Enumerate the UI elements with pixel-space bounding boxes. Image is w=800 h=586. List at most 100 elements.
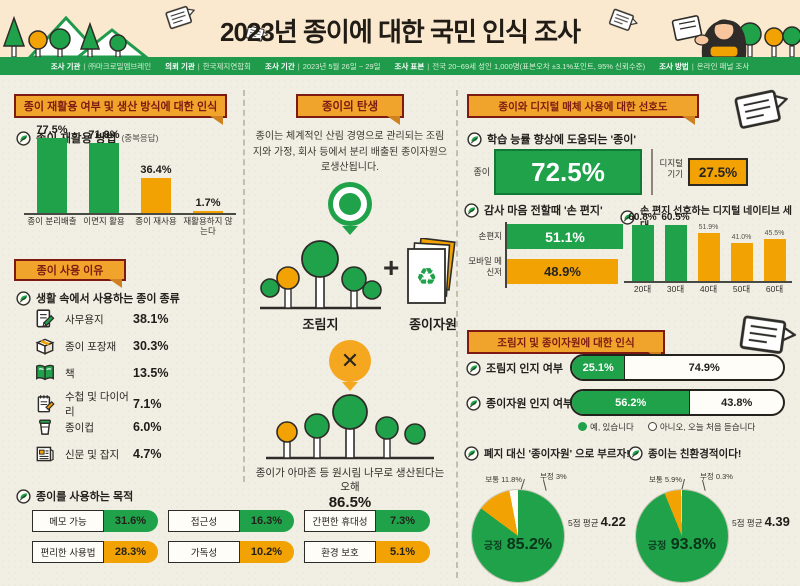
axis-label: 20대	[633, 284, 652, 294]
pie2-average: 5점 평균 4.39	[732, 514, 790, 529]
page-title: 2023년 종이에 대한 국민 인식 조사	[220, 17, 581, 47]
axis-label: 종이 분리배출	[27, 216, 77, 226]
survey-meta: 조사 기관 | ㈜마크로밀엠브레인 의뢰 기관 | 한국제지연합회 조사 기간 | 2023년 …	[44, 61, 756, 72]
usage-item: 책 13.5%	[34, 362, 168, 384]
legend-yes: 예, 있습니다	[578, 421, 634, 433]
leaf-icon	[628, 446, 643, 461]
leaf-icon	[16, 489, 31, 504]
x-axis	[24, 213, 236, 215]
purpose-pill: 편리한 사용법 28.3%	[32, 541, 158, 563]
pie1-mid-callout: 보통 11.8%	[485, 475, 522, 484]
bar	[631, 225, 654, 281]
bar-group: 77.5%	[26, 124, 78, 213]
mobile-bar-label: 모바일 메신저	[468, 256, 502, 277]
section-title-birth: 종이의 탄생	[296, 94, 404, 125]
purpose-pill: 메모 가능 31.6%	[32, 510, 158, 532]
bar	[89, 143, 119, 213]
book-icon	[36, 364, 54, 381]
paper-resource-label: 종이자원	[409, 317, 457, 332]
plantation-trees-illustration	[260, 240, 382, 310]
purpose-pill: 간편한 휴대성 7.3%	[304, 510, 430, 532]
axis-label: 종이 재사용	[135, 216, 177, 226]
bar-group: 41.0%	[725, 234, 758, 281]
mobile-bar: 48.9%	[507, 259, 618, 284]
newspaper-icon	[36, 446, 54, 462]
axis-label: 이면지 활용	[83, 216, 125, 226]
axis-label: 30대	[666, 284, 685, 294]
generation-bar-chart: 60.8% 60.5% 51.9% 41.0% 45.5%	[626, 212, 791, 281]
bar	[141, 177, 171, 213]
bar	[664, 225, 687, 281]
purpose-pill: 가독성 10.2%	[168, 541, 294, 563]
bar-group: 36.4%	[130, 164, 182, 213]
pie1-average: 5점 평균 4.22	[568, 514, 626, 529]
column-divider	[456, 90, 458, 578]
usage-item: 신문 및 잡지 4.7%	[34, 443, 162, 465]
plantation-label: 조림지	[302, 317, 339, 332]
pie1-positive-label: 긍정 85.2%	[483, 536, 553, 553]
section-title-usage: 종이 사용 이유	[14, 259, 126, 288]
meta-item: 조사 기간 | 2023년 5월 26일 ~ 29일	[265, 61, 381, 71]
letter-bar-label: 손편지	[478, 231, 502, 241]
x-pin-icon: ✕	[329, 340, 371, 391]
myth-value: 86.5%	[328, 494, 372, 511]
pie1-chart	[472, 490, 564, 582]
paper-note-icon	[731, 79, 793, 135]
awareness-legend: 예, 있습니다 아니오, 오늘 처음 듣습니다	[578, 421, 755, 433]
purpose-subtitle: 종이를 사용하는 목적	[16, 488, 133, 504]
column-divider	[243, 90, 245, 482]
pie2-mid-callout: 보통 5.9%	[649, 475, 682, 484]
birth-description: 종이는 체계적인 산림 경영으로 관리되는 조림지와 가정, 회사 등에서 분리…	[252, 131, 448, 173]
leaf-icon	[466, 396, 481, 411]
awareness-bar: 56.2% 43.8%	[570, 389, 785, 416]
paper-resource-illustration: ♻	[407, 238, 456, 304]
letter-subtitle: 감사 마음 전할때 '손 편지'	[464, 202, 603, 218]
leaf-icon	[466, 361, 481, 376]
usage-item: 수첩 및 다이어리 7.1%	[34, 389, 162, 419]
digital-stat-value: 27.5%	[688, 158, 748, 186]
axis-label: 50대	[732, 284, 751, 294]
paper-stat-value: 72.5%	[494, 149, 642, 195]
pie1-title: 폐지 대신 '종이자원' 으로 부르자!	[464, 446, 630, 461]
digital-stat-label: 디지털 기기	[659, 158, 683, 180]
pie2-positive-label: 긍정 93.8%	[647, 536, 717, 553]
survey-meta-band: 조사 기관 | ㈜마크로밀엠브레인 의뢰 기관 | 한국제지연합회 조사 기간 | 2023년 …	[0, 57, 800, 75]
leaf-icon	[464, 446, 479, 461]
myth-caption: 종이가 아마존 등 원시림 나무로 생산된다는 오해	[255, 467, 445, 494]
letter-bar: 51.1%	[507, 224, 623, 249]
usage-item: 종이컵 6.0%	[34, 416, 162, 438]
bar	[193, 211, 223, 213]
usage-item: 사무용지 38.1%	[34, 308, 168, 330]
pie2-neg-callout: 부정 0.3%	[700, 472, 733, 481]
bar	[697, 233, 720, 281]
bar-group: 45.5%	[758, 230, 791, 281]
package-box-icon	[35, 338, 55, 355]
pie1-neg-callout: 부정 3%	[540, 472, 567, 481]
awareness-row-label: 조림지 인지 여부	[466, 360, 563, 376]
section-title-preference: 종이와 디지털 매체 사용에 대한 선호도	[467, 94, 699, 125]
office-paper-icon	[36, 309, 55, 328]
bar-group: 60.5%	[659, 212, 692, 281]
pie2-chart	[636, 490, 728, 582]
leaf-icon	[16, 291, 31, 306]
bar	[763, 239, 786, 281]
stat-divider	[651, 149, 653, 195]
learning-subtitle: 학습 능률 향상에 도움되는 '종이'	[467, 131, 636, 147]
paper-stat-label: 종이	[473, 167, 490, 177]
meta-item: 의뢰 기관 | 한국제지연합회	[165, 61, 252, 71]
y-axis	[505, 222, 507, 288]
woman-with-paper-illustration	[671, 15, 800, 57]
check-pin-icon	[328, 182, 372, 235]
usage-item: 종이 포장재 30.3%	[34, 335, 168, 357]
bar	[730, 243, 753, 281]
paper-note-icon	[737, 306, 799, 361]
legend-no: 아니오, 오늘 처음 듣습니다	[647, 421, 755, 433]
leaf-icon	[467, 132, 482, 147]
bar-group: 1.7%	[182, 197, 234, 213]
meta-item: 조사 표본 | 전국 20~69세 성인 1,000명(표본오차 ±3.1%포인트,…	[394, 61, 646, 71]
purpose-pill: 환경 보호 5.1%	[304, 541, 430, 563]
purpose-pill: 접근성 16.3%	[168, 510, 294, 532]
plus-sign: +	[383, 252, 400, 283]
empty-dot-icon	[647, 422, 657, 431]
